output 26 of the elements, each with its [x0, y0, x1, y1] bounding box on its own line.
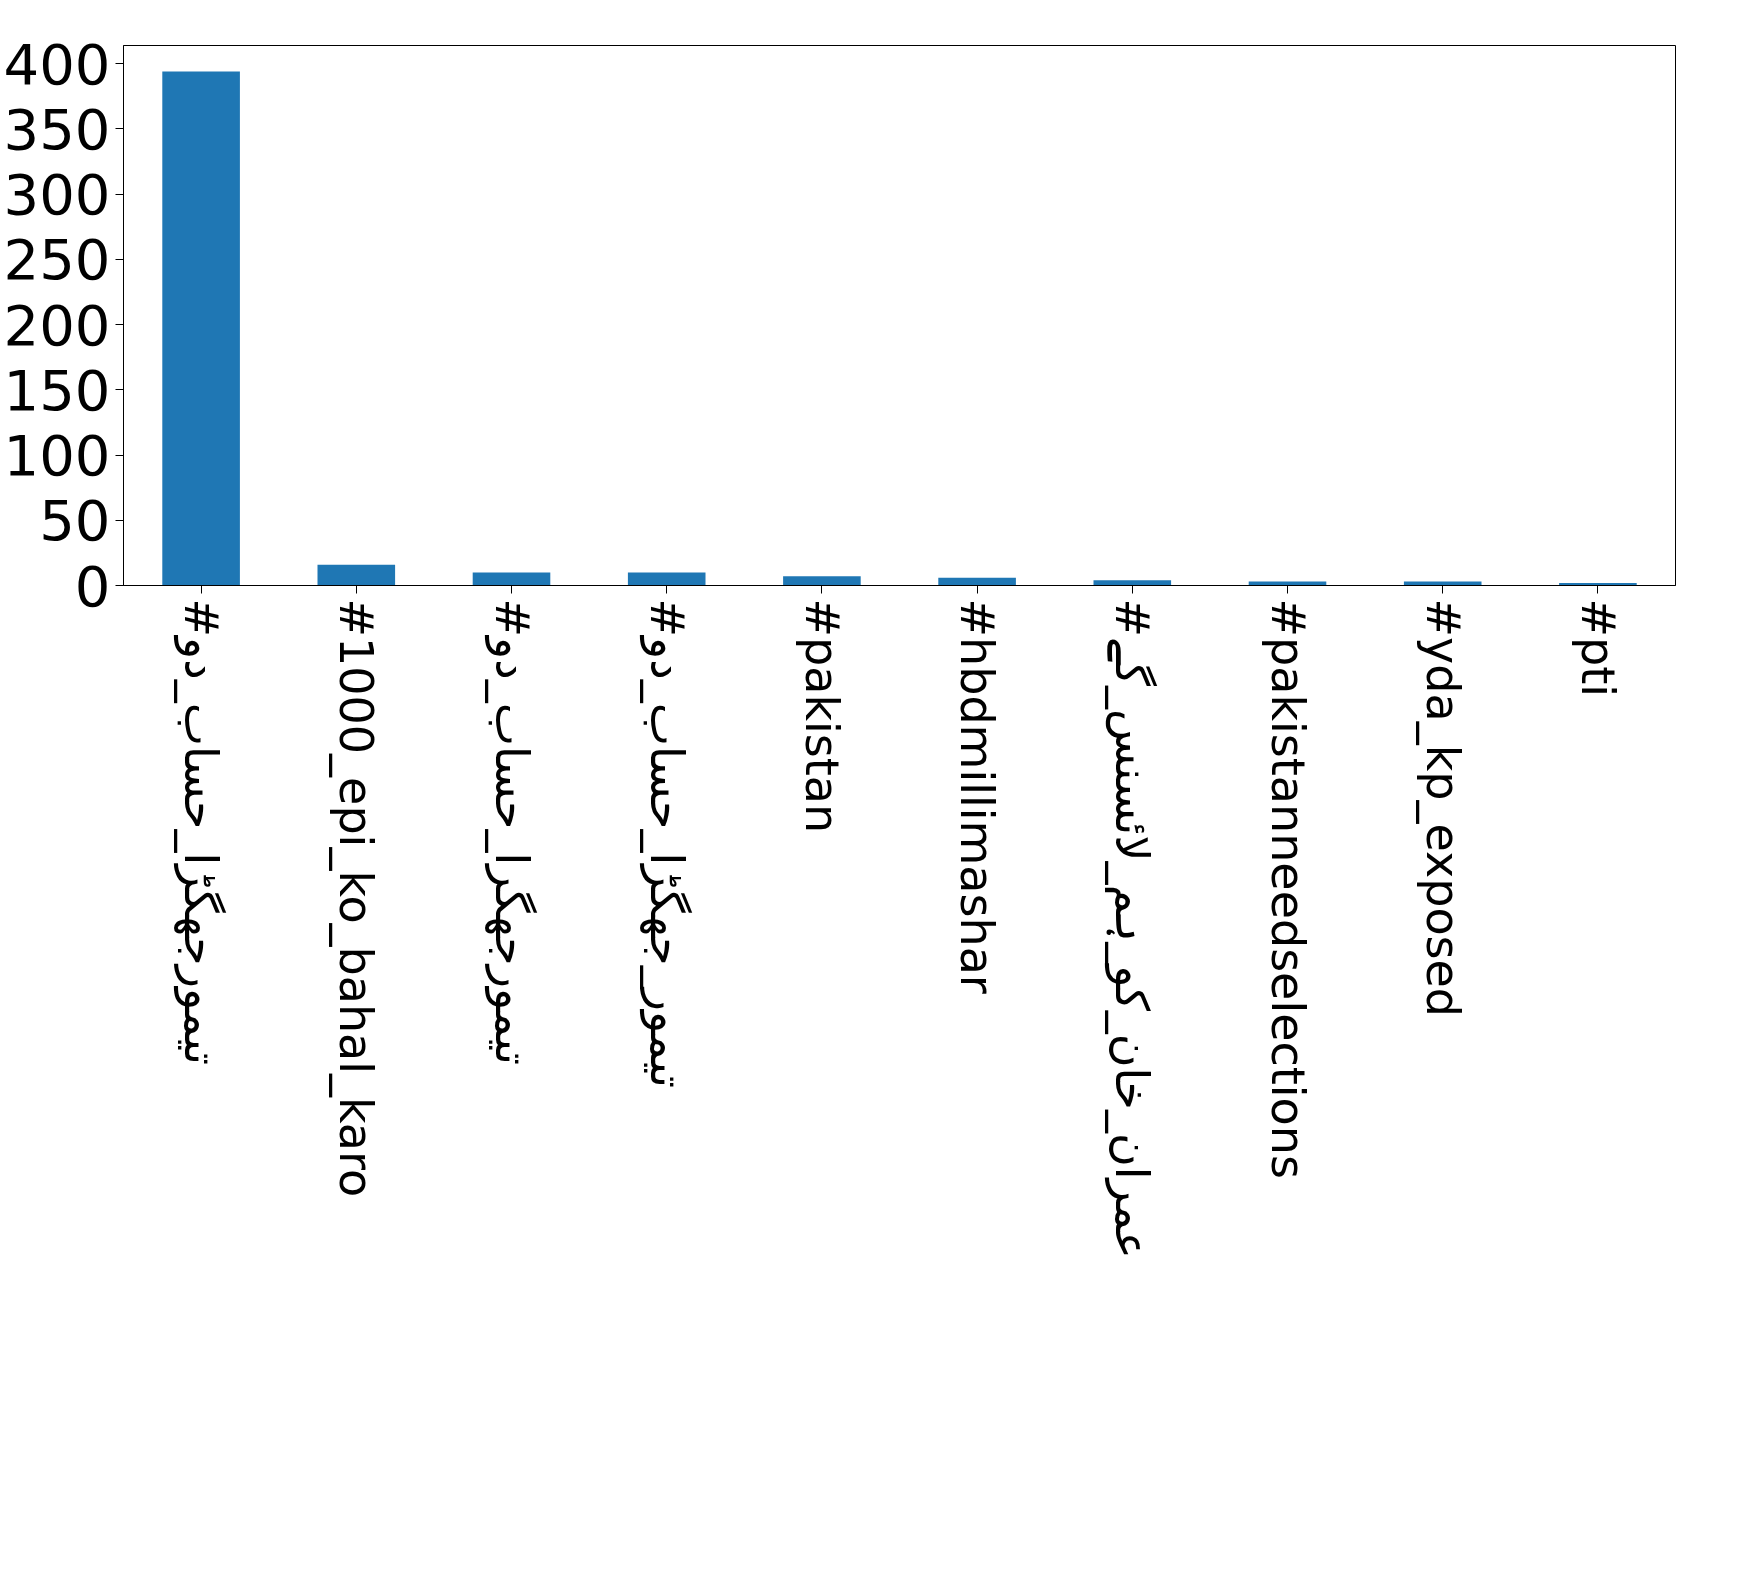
- x-tick-label: #pti: [1570, 598, 1625, 698]
- x-tick-label: #pakistan: [794, 598, 849, 834]
- bar: [472, 572, 551, 586]
- y-tick-label: 150: [3, 357, 111, 423]
- x-tick-label: #تیمور_جھگڑا_حساب_دو: [638, 598, 694, 1088]
- x-tick-label: #تیمورجھگڑا_حساب_دو: [173, 598, 229, 1065]
- y-tick-label: 100: [3, 423, 111, 489]
- x-tick-label: #hbdmillimashar: [950, 598, 1005, 994]
- y-tick-label: 0: [74, 553, 111, 619]
- x-tick-label: #yda_kp_exposed: [1415, 598, 1470, 1018]
- bar: [317, 564, 396, 586]
- bar: [938, 577, 1016, 586]
- x-tick-label: #1000_epi_ko_bahal_karo: [329, 598, 384, 1198]
- y-tick-label: 300: [3, 162, 111, 228]
- x-tick-label: #عمران_خان_کو_ہم_لائسنس_گے: [1104, 598, 1160, 1260]
- bar: [627, 572, 706, 586]
- y-tick-label: 50: [39, 488, 111, 554]
- x-tick-label: #تیمورجھگرا_حساب_دو: [483, 598, 539, 1065]
- bar: [162, 71, 240, 586]
- bar: [783, 576, 861, 586]
- y-tick-label: 400: [3, 31, 111, 97]
- y-tick-label: 200: [3, 292, 111, 358]
- y-tick-label: 250: [3, 227, 111, 293]
- bar: [1093, 580, 1172, 586]
- y-tick-label: 350: [3, 96, 111, 162]
- x-tick-label: #pakistanneedselections: [1260, 598, 1315, 1179]
